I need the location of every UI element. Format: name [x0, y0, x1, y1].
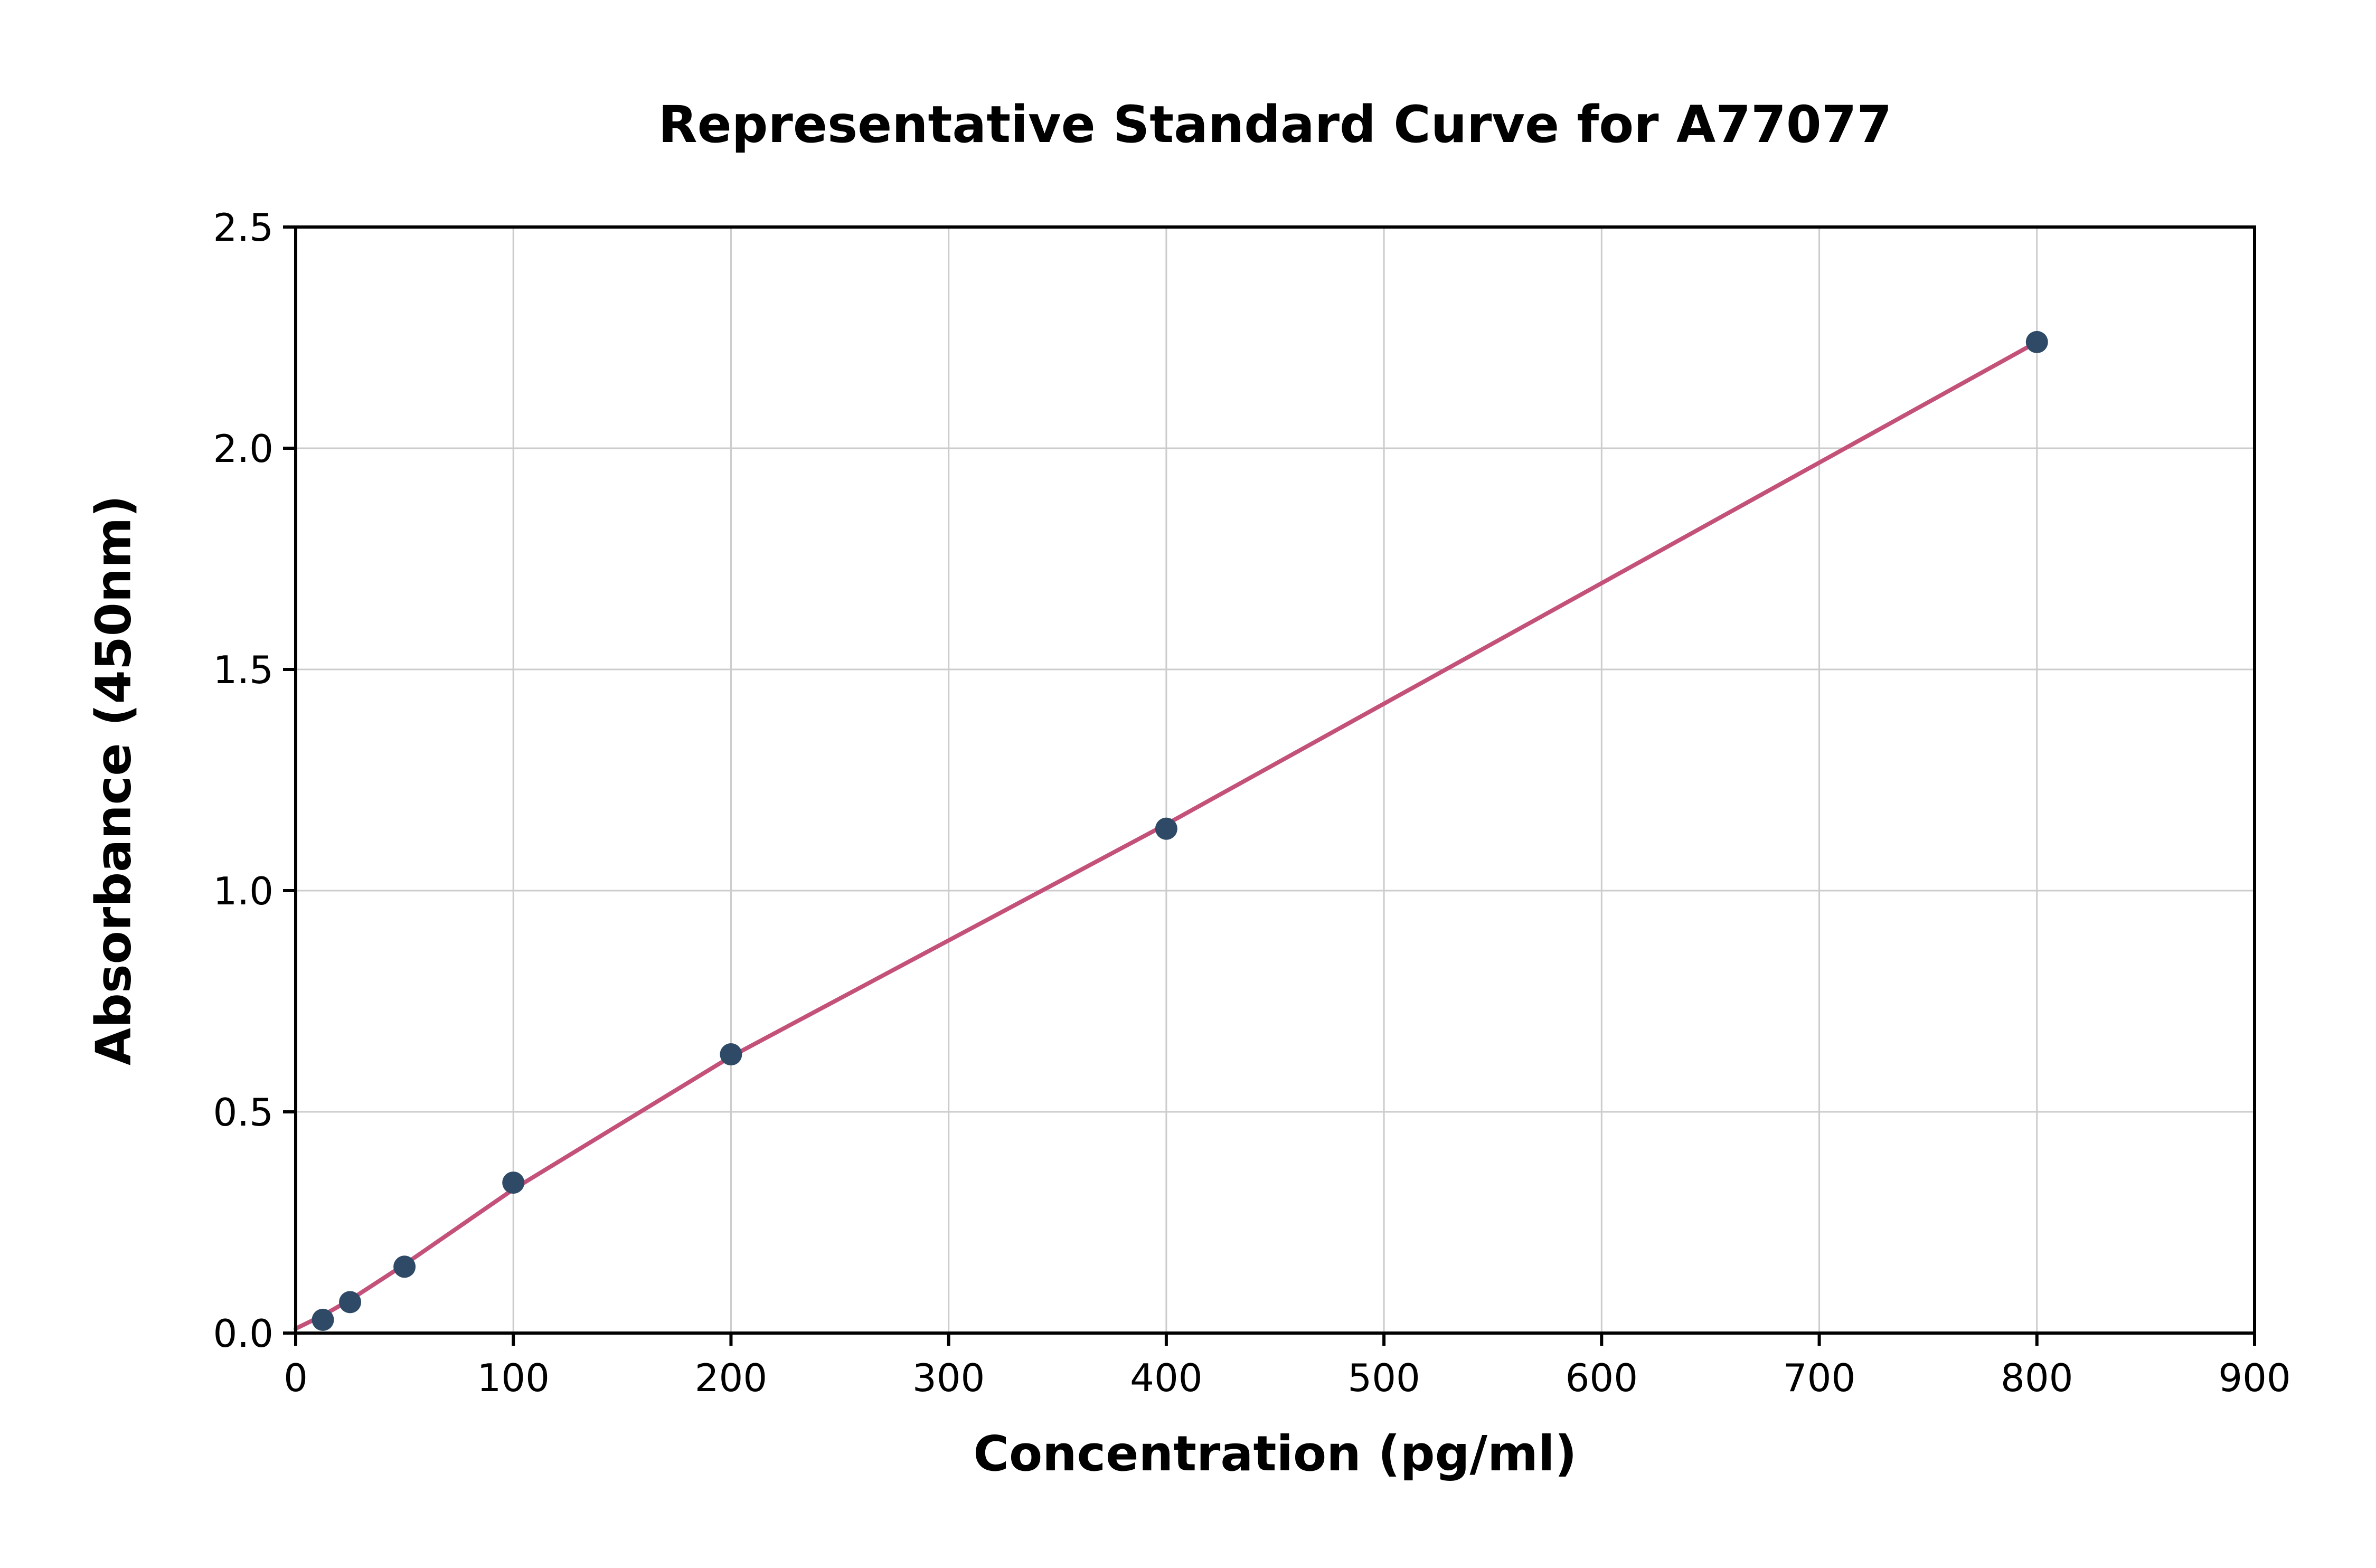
x-tick-label: 300	[912, 1356, 985, 1400]
x-tick-label: 400	[1130, 1356, 1202, 1400]
y-tick-label: 1.0	[213, 869, 274, 913]
x-tick-label: 200	[695, 1356, 767, 1400]
x-tick-label: 100	[477, 1356, 550, 1400]
x-tick-label: 600	[1566, 1356, 1638, 1400]
data-point	[2025, 330, 2048, 353]
y-tick-label: 1.5	[213, 648, 274, 692]
axes-box	[294, 225, 2256, 1335]
x-tick-label: 700	[1783, 1356, 1855, 1400]
data-point	[339, 1291, 362, 1314]
x-axis-label: Concentration (pg/ml)	[973, 1425, 1577, 1482]
x-tick-label: 500	[1347, 1356, 1420, 1400]
y-tick-label: 0.0	[213, 1311, 274, 1356]
data-point	[393, 1255, 416, 1278]
data-point	[720, 1043, 742, 1066]
y-tick-label: 2.0	[213, 427, 274, 471]
data-point	[1155, 817, 1177, 840]
data-point	[312, 1308, 334, 1331]
data-point	[502, 1172, 525, 1194]
chart-title: Representative Standard Curve for A77077	[658, 95, 1892, 154]
x-tick-label: 0	[284, 1356, 308, 1400]
x-tick-label: 900	[2218, 1356, 2290, 1400]
x-tick-label: 800	[2001, 1356, 2073, 1400]
y-tick-label: 2.5	[213, 205, 274, 250]
y-tick-label: 0.5	[213, 1090, 274, 1135]
